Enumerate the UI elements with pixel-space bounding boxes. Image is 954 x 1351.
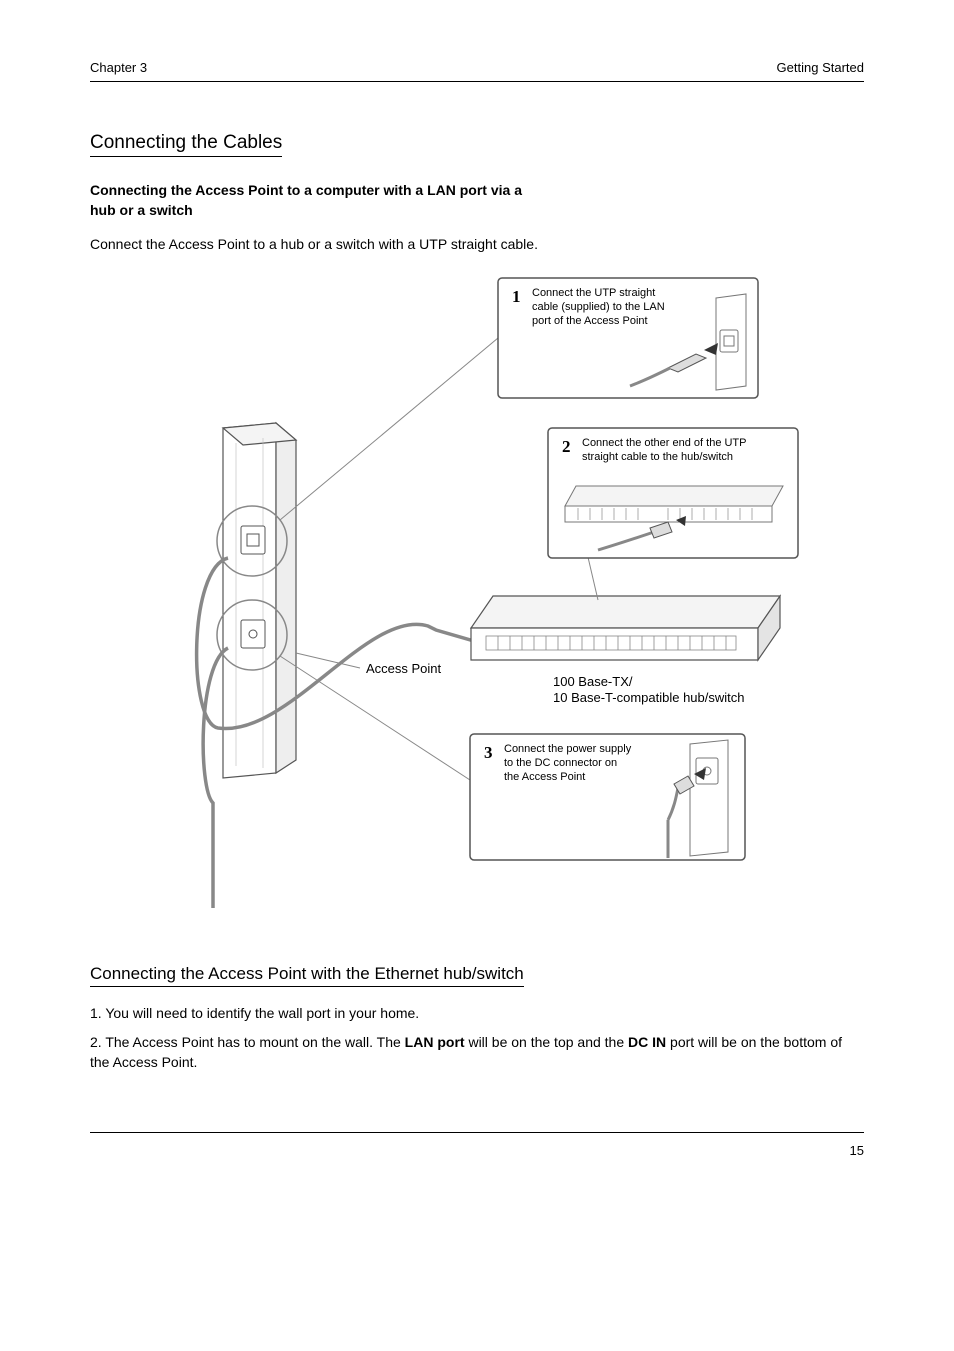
svg-text:port of the Access Point: port of the Access Point — [532, 315, 648, 327]
svg-text:cable (supplied) to the LAN: cable (supplied) to the LAN — [532, 301, 665, 313]
hub-label-1: 100 Base-TX/ — [553, 674, 633, 689]
page-footer: 15 — [90, 1132, 864, 1158]
svg-text:to the DC connector on: to the DC connector on — [504, 757, 617, 769]
step-2: 2. The Access Point has to mount on the … — [90, 1032, 864, 1073]
callout-3: 3 Connect the power supply to the DC con… — [470, 734, 745, 860]
callout-2: 2 Connect the other end of the UTP strai… — [548, 428, 798, 558]
svg-text:straight cable to the hub/swit: straight cable to the hub/switch — [582, 451, 733, 463]
section-subtitle-2: hub or a switch — [90, 201, 864, 221]
svg-text:3: 3 — [484, 743, 493, 762]
section-body: Connect the Access Point to a hub or a s… — [90, 234, 864, 254]
header-left: Chapter 3 — [90, 60, 147, 75]
leader-1 — [280, 338, 498, 520]
lan-port-icon — [241, 526, 265, 554]
svg-text:Connect the power supply: Connect the power supply — [504, 743, 632, 755]
access-point-label: Access Point — [366, 661, 442, 676]
header-rule — [90, 81, 864, 82]
step-1: 1. You will need to identify the wall po… — [90, 1003, 864, 1023]
svg-text:2: 2 — [562, 437, 571, 456]
subsection-title: Connecting the Access Point with the Eth… — [90, 964, 524, 987]
connection-diagram: Access Point — [168, 268, 808, 908]
page-number: 15 — [850, 1143, 864, 1158]
hub-switch — [471, 596, 780, 660]
section-title: Connecting the Cables — [90, 132, 282, 157]
svg-text:Connect the UTP straight: Connect the UTP straight — [532, 287, 655, 299]
svg-text:1: 1 — [512, 287, 521, 306]
callout-1: 1 Connect the UTP straight cable (suppli… — [498, 278, 758, 398]
svg-text:the Access Point: the Access Point — [504, 771, 585, 783]
svg-text:Connect the other end of the U: Connect the other end of the UTP — [582, 437, 747, 449]
section-subtitle-1: Connecting the Access Point to a compute… — [90, 181, 864, 201]
hub-label-2: 10 Base-T-compatible hub/switch — [553, 690, 744, 705]
dc-port-icon — [241, 620, 265, 648]
header-right: Getting Started — [777, 60, 864, 75]
